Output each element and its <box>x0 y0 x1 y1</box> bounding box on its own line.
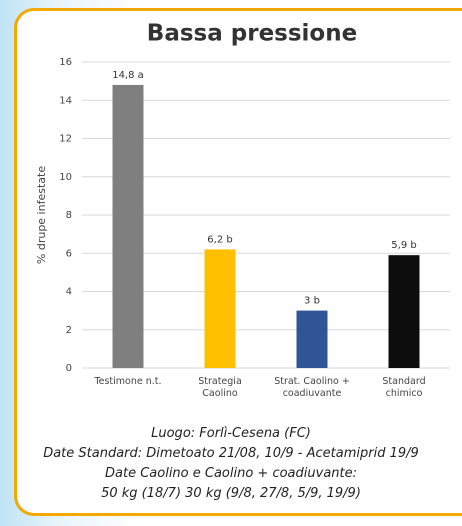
data-label: 6,2 b <box>207 234 232 245</box>
y-tick-label: 14 <box>59 95 72 106</box>
y-tick-label: 4 <box>66 287 72 298</box>
x-tick-label: Strategia Caolino <box>198 376 242 399</box>
data-label: 3 b <box>304 296 320 307</box>
bar <box>388 255 420 368</box>
data-label: 5,9 b <box>391 240 416 251</box>
bar <box>204 249 236 368</box>
x-tick-label: Testimone n.t. <box>94 376 162 387</box>
x-tick-label: Strat. Caolino + coadiuvante <box>274 376 350 399</box>
y-tick-label: 16 <box>59 57 72 68</box>
y-tick-label: 0 <box>66 363 72 374</box>
caption-line: Date Standard: Dimetoato 21/08, 10/9 - A… <box>43 446 419 461</box>
y-axis-label: % drupe infestate <box>35 166 48 264</box>
y-tick-label: 2 <box>66 325 72 336</box>
chart-title: Bassa pressione <box>147 21 357 47</box>
caption-line: Date Caolino e Caolino + coadiuvante: <box>105 466 357 481</box>
caption-line: Luogo: Forlì-Cesena (FC) <box>151 426 311 441</box>
y-tick-label: 12 <box>59 134 72 145</box>
caption-line: 50 kg (18/7) 30 kg (9/8, 27/8, 5/9, 19/9… <box>101 486 361 501</box>
data-label: 14,8 a <box>112 70 144 81</box>
bar <box>296 310 328 368</box>
card <box>14 8 462 516</box>
y-tick-label: 6 <box>66 248 72 259</box>
bar <box>112 84 144 368</box>
y-tick-label: 8 <box>66 210 72 221</box>
y-tick-label: 10 <box>59 172 72 183</box>
caption: Luogo: Forlì-Cesena (FC) Date Standard: D… <box>0 424 462 504</box>
x-tick-label: Standard chimico <box>382 376 426 399</box>
